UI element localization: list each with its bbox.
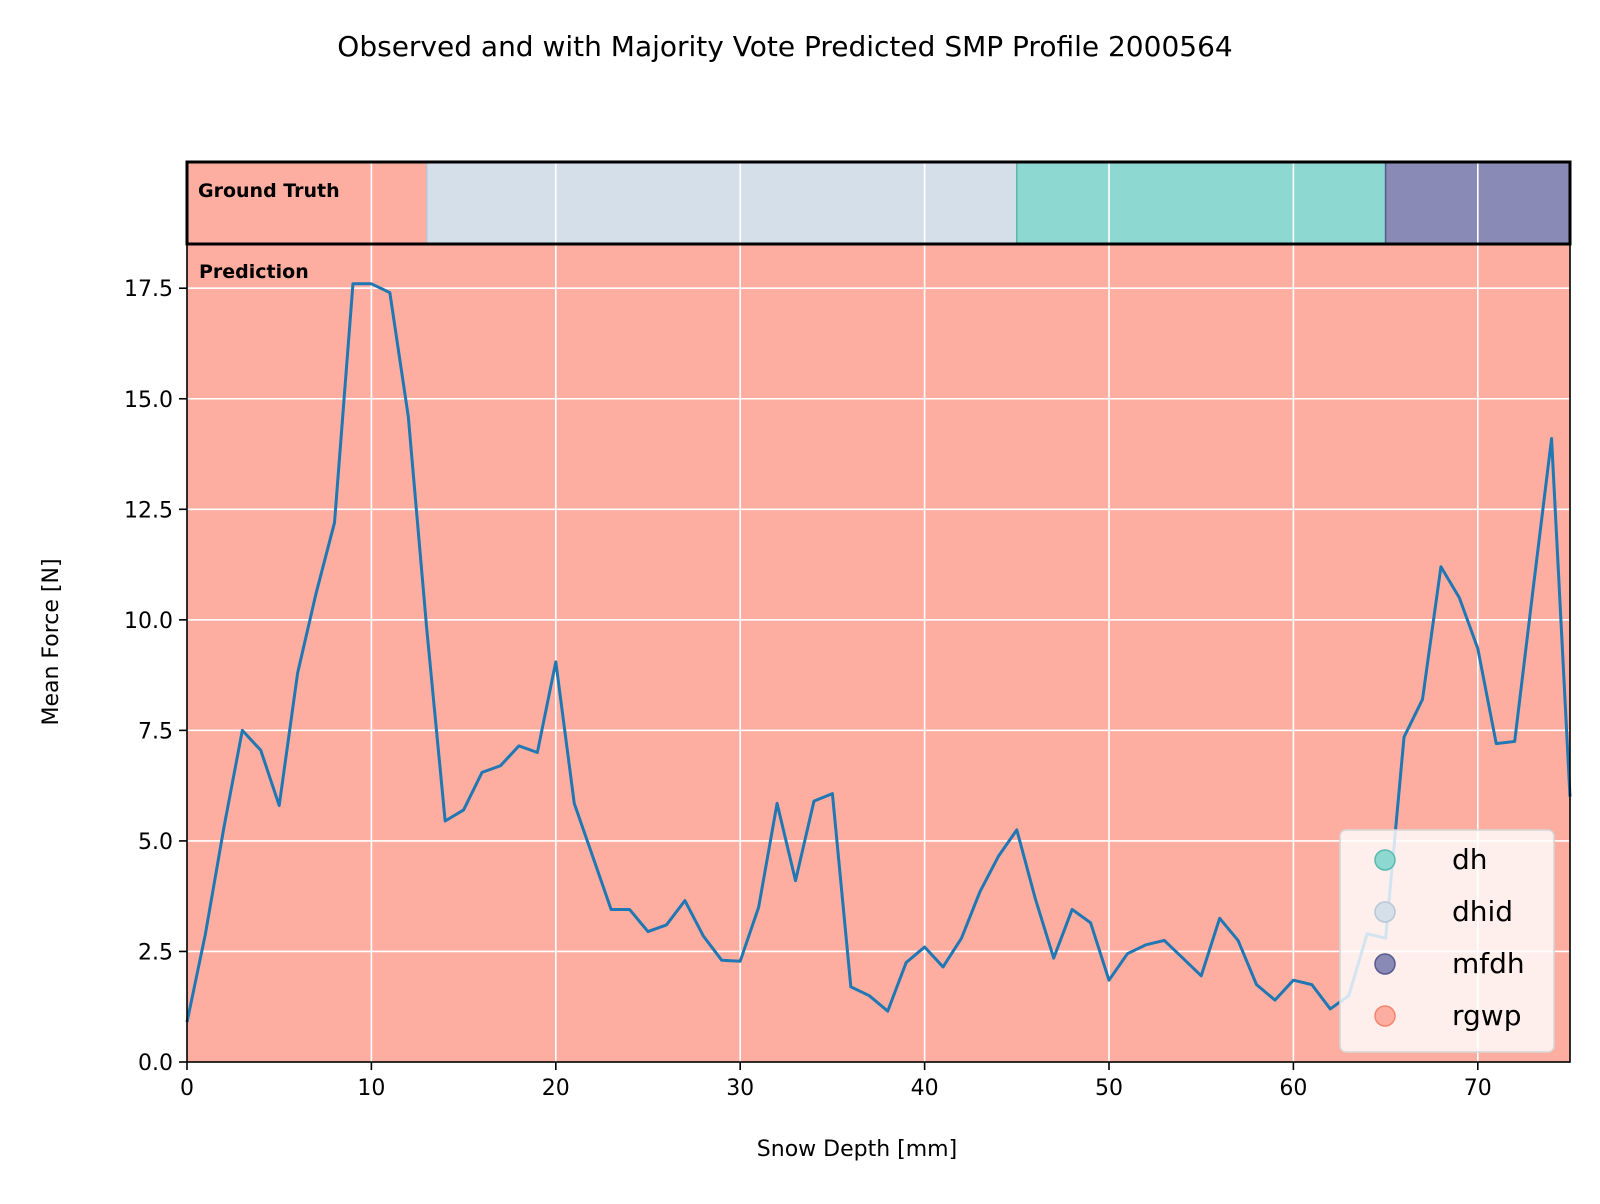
y-tick-label: 5.0 xyxy=(138,830,173,855)
legend-label-dh: dh xyxy=(1452,843,1488,876)
legend: dh dhid mfdh rgwp xyxy=(1339,829,1555,1053)
y-tick-label: 12.5 xyxy=(124,498,173,523)
grid-lines xyxy=(187,162,1570,1062)
x-tick-label: 50 xyxy=(1095,1076,1123,1101)
x-tick-label: 40 xyxy=(911,1076,939,1101)
x-tick-label: 20 xyxy=(542,1076,570,1101)
y-tick-label: 7.5 xyxy=(138,719,173,744)
ground-truth-segment-dh xyxy=(1016,161,1387,245)
x-axis: 0 10 20 30 40 50 60 70 xyxy=(180,1062,1492,1101)
y-axis-label: Mean Force [N] xyxy=(39,558,64,725)
chart-title: Observed and with Majority Vote Predicte… xyxy=(337,30,1232,63)
y-tick-label: 0.0 xyxy=(138,1051,173,1076)
ground-truth-segment-dhid xyxy=(425,161,1018,245)
y-tick-label: 10.0 xyxy=(124,609,173,634)
legend-label-dhid: dhid xyxy=(1452,895,1513,928)
ground-truth-bar xyxy=(186,161,1571,245)
legend-box xyxy=(1339,829,1555,1053)
x-tick-label: 30 xyxy=(726,1076,754,1101)
legend-marker-rgwp xyxy=(1374,1005,1396,1027)
legend-marker-dhid xyxy=(1374,901,1396,923)
legend-marker-dh xyxy=(1374,849,1396,871)
plot-frame xyxy=(186,243,1571,1063)
x-tick-label: 0 xyxy=(180,1076,194,1101)
x-tick-label: 10 xyxy=(357,1076,385,1101)
x-tick-label: 70 xyxy=(1464,1076,1492,1101)
x-tick-label: 60 xyxy=(1279,1076,1307,1101)
ground-truth-label: Ground Truth xyxy=(198,180,340,202)
y-tick-label: 17.5 xyxy=(124,277,173,302)
x-axis-label: Snow Depth [mm] xyxy=(757,1137,957,1162)
legend-marker-mfdh xyxy=(1374,953,1396,975)
y-tick-label: 2.5 xyxy=(138,940,173,965)
frames xyxy=(185,160,1572,1063)
y-axis: 0.0 2.5 5.0 7.5 10.0 12.5 15.0 17.5 xyxy=(124,277,187,1076)
legend-label-rgwp: rgwp xyxy=(1452,999,1521,1032)
ground-truth-segment-rgwp xyxy=(186,161,428,245)
prediction-label: Prediction xyxy=(199,261,309,283)
legend-label-mfdh: mfdh xyxy=(1452,947,1525,980)
y-tick-label: 15.0 xyxy=(124,388,173,413)
